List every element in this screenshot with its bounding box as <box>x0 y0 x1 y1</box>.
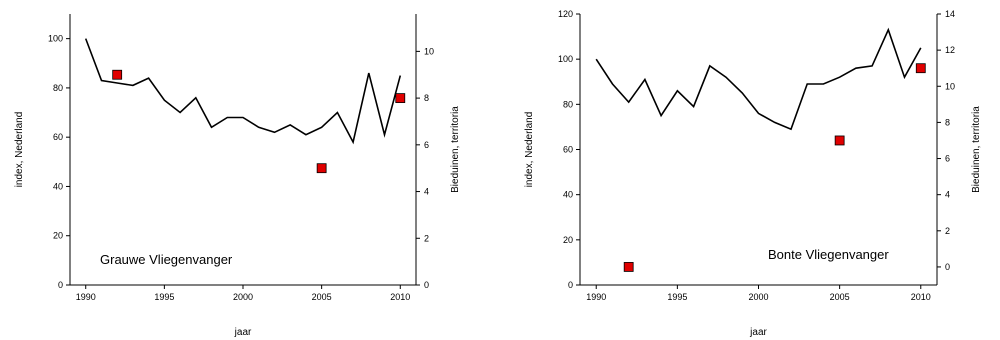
chart-svg: 1990 1995 2000 2005 2010 0 20 40 60 80 100 0 2 4 6 8 10 j… <box>14 14 461 338</box>
y-tick-label-right: 14 <box>945 9 955 19</box>
y-tick-label-left: 80 <box>53 83 63 93</box>
territory-marker <box>623 262 634 272</box>
x-tick-label: 2010 <box>911 292 931 302</box>
y-axis-label-right: Bieduinen, territoria <box>971 106 982 193</box>
x-axis-label: jaar <box>749 327 767 338</box>
x-tick-label: 1990 <box>586 292 606 302</box>
x-tick-label: 2005 <box>312 292 332 302</box>
x-tick-label: 1995 <box>667 292 687 302</box>
y-tick-label-right: 6 <box>424 140 429 150</box>
y-tick-label-left: 60 <box>53 132 63 142</box>
y-tick-label-left: 40 <box>563 190 573 200</box>
y-tick-label-left: 0 <box>568 280 573 290</box>
y-tick-label-right: 4 <box>945 190 950 200</box>
x-tick-label: 1990 <box>76 292 96 302</box>
territory-marker <box>395 93 406 104</box>
series-line-index <box>84 38 402 145</box>
x-axis-label: jaar <box>234 327 252 338</box>
x-tick-label: 2010 <box>390 292 410 302</box>
y-tick-label-right: 2 <box>945 226 950 236</box>
y-tick-label-left: 120 <box>558 9 573 19</box>
chart-title: Grauwe Vliegenvanger <box>100 252 233 267</box>
territory-marker <box>316 163 327 174</box>
chart-bonte-vliegenvanger: 1990 1995 2000 2005 2010 0 20 40 60 80 100 120 0 2 4 6 8… <box>510 0 1000 340</box>
y-tick-label-left: 60 <box>563 145 573 155</box>
y-tick-label-right: 10 <box>424 46 434 56</box>
y-tick-label-left: 80 <box>563 99 573 109</box>
y-tick-label-right: 0 <box>945 262 950 272</box>
y-axis-label-left: index, Nederland <box>14 112 25 188</box>
y-tick-label-right: 10 <box>945 81 955 91</box>
y-tick-label-right: 8 <box>945 117 950 127</box>
chart-grauwe-vliegenvanger: 1990 1995 2000 2005 2010 0 20 40 60 80 100 0 2 4 6 8 10 j… <box>14 14 461 338</box>
territory-marker <box>915 63 926 74</box>
x-tick-label: 1995 <box>154 292 174 302</box>
y-tick-label-left: 20 <box>563 235 573 245</box>
y-tick-label-left: 0 <box>58 280 63 290</box>
y-tick-label-left: 40 <box>53 181 63 191</box>
y-axis-label-right: Bieduinen, territoria <box>450 106 461 193</box>
x-tick-label: 2000 <box>233 292 253 302</box>
chart-title: Bonte Vliegenvanger <box>768 247 889 262</box>
y-tick-label-left: 20 <box>53 231 63 241</box>
y-tick-label-right: 6 <box>945 154 950 164</box>
x-tick-label: 2000 <box>748 292 768 302</box>
y-tick-label-left: 100 <box>48 34 63 44</box>
x-tick-label: 2005 <box>830 292 850 302</box>
y-tick-label-right: 12 <box>945 45 955 55</box>
territory-marker <box>112 69 123 80</box>
y-tick-label-right: 2 <box>424 233 429 243</box>
y-tick-label-left: 100 <box>558 54 573 64</box>
y-tick-label-right: 4 <box>424 187 429 197</box>
chart-svg: 1990 1995 2000 2005 2010 0 20 40 60 80 100 120 0 2 4 6 8… <box>524 9 982 338</box>
territory-marker <box>834 135 845 146</box>
y-tick-label-right: 8 <box>424 93 429 103</box>
y-axis-label-left: index, Nederland <box>524 112 535 188</box>
y-tick-label-right: 0 <box>424 280 429 290</box>
